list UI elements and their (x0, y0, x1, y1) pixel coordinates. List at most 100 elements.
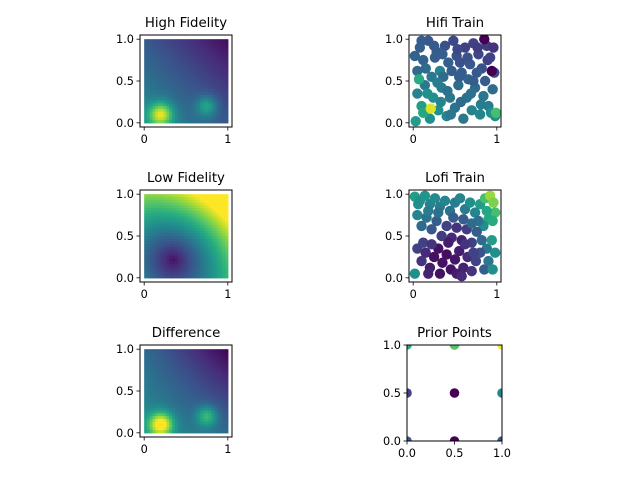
heatmap-cell (163, 360, 168, 364)
heatmap-cell (144, 252, 148, 257)
subplot-title: Lofi Train (425, 171, 485, 186)
heatmap-cell (186, 357, 190, 361)
heatmap-cell (149, 349, 154, 353)
heatmap-cell (194, 363, 198, 367)
heatmap-cell (205, 117, 209, 121)
heatmap-cell (172, 224, 176, 229)
heatmap-cell (194, 233, 198, 237)
heatmap-cell (202, 241, 207, 245)
heatmap-cell (205, 365, 209, 370)
heatmap-cell (186, 92, 190, 96)
data-point (466, 105, 477, 116)
heatmap-cell (216, 78, 221, 82)
heatmap-cell (197, 379, 201, 384)
heatmap-cell (155, 249, 159, 254)
heatmap-cell (225, 92, 229, 96)
heatmap-cell (197, 97, 201, 102)
x-tick-label: 0 (141, 288, 148, 301)
heatmap-cell (144, 365, 148, 370)
data-point (424, 113, 436, 124)
heatmap-cell (213, 410, 218, 414)
heatmap-cell (177, 388, 182, 392)
heatmap-cell (180, 230, 184, 234)
heatmap-cell (166, 81, 170, 85)
heatmap-cell (152, 263, 156, 268)
heatmap-cell (225, 67, 229, 71)
heatmap-cell (160, 219, 165, 223)
heatmap-cell (163, 55, 168, 60)
heatmap-cell (219, 202, 223, 206)
heatmap-cell (160, 75, 165, 79)
heatmap-cell (211, 407, 215, 412)
heatmap-cell (197, 69, 201, 74)
heatmap-cell (219, 430, 223, 434)
heatmap-cell (160, 357, 165, 361)
heatmap-cell (172, 263, 176, 268)
heatmap-cell (180, 258, 184, 262)
heatmap-cell (186, 108, 190, 113)
heatmap-cell (186, 427, 190, 431)
heatmap-cell (219, 261, 223, 265)
heatmap-cell (213, 202, 218, 206)
heatmap-cell (152, 388, 156, 392)
heatmap-cell (188, 371, 193, 375)
heatmap-cell (183, 430, 187, 434)
heatmap-cell (186, 208, 190, 212)
heatmap-cell (146, 111, 151, 116)
heatmap-cell (197, 269, 201, 273)
heatmap-cell (149, 100, 154, 104)
heatmap-cell (180, 404, 184, 409)
heatmap-cell (199, 86, 204, 90)
heatmap-cell (177, 106, 182, 110)
heatmap-cell (149, 418, 154, 423)
heatmap-cell (180, 388, 184, 392)
heatmap-cell (177, 421, 182, 426)
heatmap-cell (225, 402, 229, 406)
heatmap-cell (146, 263, 151, 268)
heatmap-cell (166, 351, 170, 356)
heatmap-cell (208, 64, 212, 68)
heatmap-cell (146, 55, 151, 60)
heatmap-cell (174, 360, 179, 364)
heatmap-cell (180, 363, 184, 367)
heatmap-cell (163, 81, 168, 85)
heatmap-cell (163, 371, 168, 375)
heatmap-cell (174, 382, 179, 387)
heatmap-cell (188, 67, 193, 71)
heatmap-cell (158, 196, 162, 201)
heatmap-cell (166, 41, 170, 46)
heatmap-cell (208, 108, 212, 113)
heatmap-cell (188, 249, 193, 254)
heatmap-cell (174, 379, 179, 384)
heatmap-cell (202, 374, 207, 378)
heatmap-cell (216, 64, 221, 68)
heatmap-cell (174, 236, 179, 240)
data-point (464, 197, 476, 208)
heatmap-cell (213, 258, 218, 262)
heatmap-cell (216, 427, 221, 431)
heatmap-cell (188, 430, 193, 434)
heatmap-cell (208, 194, 212, 198)
heatmap-cell (216, 351, 221, 356)
heatmap-cell (174, 69, 179, 74)
heatmap-cell (174, 208, 179, 212)
heatmap-cell (166, 266, 170, 271)
heatmap-cell (144, 75, 148, 79)
heatmap-cell (202, 53, 207, 57)
heatmap-cell (155, 371, 159, 375)
heatmap-cell (163, 100, 168, 104)
heatmap-cell (160, 216, 165, 220)
heatmap-cell (180, 360, 184, 364)
heatmap-cell (202, 72, 207, 77)
heatmap-cell (152, 385, 156, 389)
heatmap-cell (152, 238, 156, 243)
heatmap-cell (146, 202, 151, 206)
heatmap-cell (213, 354, 218, 359)
heatmap-cell (211, 393, 215, 398)
heatmap-cell (186, 58, 190, 63)
heatmap-cell (199, 100, 204, 104)
heatmap-cell (199, 377, 204, 381)
heatmap-cell (174, 213, 179, 218)
heatmap-cell (152, 199, 156, 204)
heatmap-cell (186, 272, 190, 276)
